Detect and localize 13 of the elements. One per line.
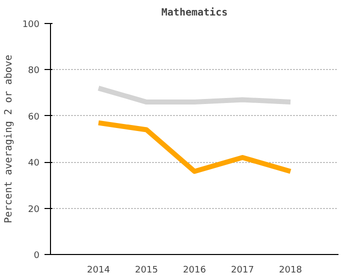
x-tick-label: 2016	[183, 266, 206, 275]
y-tick-label: 40	[28, 158, 40, 169]
x-tick-label: 2014	[87, 266, 110, 275]
y-tick-label: 60	[28, 112, 40, 122]
y-tick-label: 100	[22, 20, 40, 30]
y-tick-label: 20	[28, 204, 40, 215]
x-tick-label: 2015	[135, 266, 158, 275]
x-tick-label: 2018	[279, 266, 302, 275]
y-axis-title: Percent averaging 2 or above	[3, 54, 14, 224]
y-tick-label: 0	[34, 251, 40, 261]
chart-title: Mathematics	[161, 6, 228, 18]
x-tick-label: 2017	[231, 266, 254, 275]
y-tick-label: 80	[28, 66, 40, 76]
